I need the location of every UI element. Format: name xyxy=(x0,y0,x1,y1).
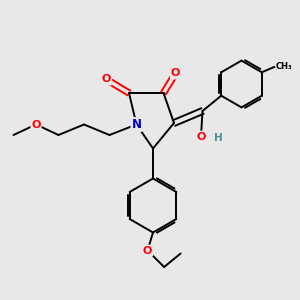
Text: H: H xyxy=(214,133,222,143)
Text: O: O xyxy=(31,119,41,130)
Text: O: O xyxy=(143,245,152,256)
Text: N: N xyxy=(131,118,142,131)
Text: O: O xyxy=(196,131,206,142)
Text: CH₃: CH₃ xyxy=(276,62,292,71)
Text: O: O xyxy=(102,74,111,85)
Text: O: O xyxy=(171,68,180,79)
